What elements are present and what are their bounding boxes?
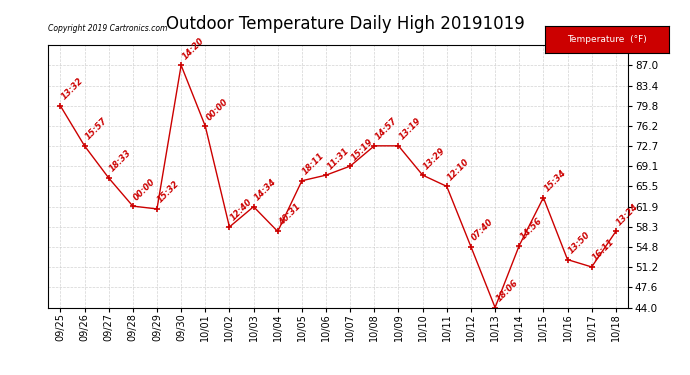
Text: 07:40: 07:40: [470, 217, 495, 243]
Text: 14:34: 14:34: [253, 177, 278, 203]
Text: 00:00: 00:00: [204, 97, 230, 122]
Text: Copyright 2019 Cartronics.com: Copyright 2019 Cartronics.com: [48, 24, 168, 33]
Text: 18:33: 18:33: [108, 148, 133, 174]
Text: 15:57: 15:57: [83, 116, 109, 142]
Text: 14:20: 14:20: [180, 36, 206, 61]
Text: 00:00: 00:00: [132, 177, 157, 202]
Text: 40:31: 40:31: [277, 202, 302, 227]
Text: 12:10: 12:10: [446, 157, 471, 182]
Text: 15:34: 15:34: [542, 168, 568, 194]
Text: 15:19: 15:19: [349, 136, 375, 162]
Text: 13:32: 13:32: [59, 76, 85, 102]
Text: Temperature  (°F): Temperature (°F): [567, 35, 647, 44]
Text: 16:11: 16:11: [591, 237, 616, 263]
Text: 13:19: 13:19: [397, 116, 423, 142]
Text: 18:06: 18:06: [494, 278, 520, 303]
Text: 13:24: 13:24: [615, 202, 640, 227]
Text: 13:50: 13:50: [566, 230, 592, 255]
Text: 12:40: 12:40: [228, 197, 254, 223]
Text: Outdoor Temperature Daily High 20191019: Outdoor Temperature Daily High 20191019: [166, 15, 524, 33]
Text: 18:11: 18:11: [301, 151, 326, 177]
Text: 11:31: 11:31: [325, 146, 351, 171]
Text: 14:57: 14:57: [373, 116, 399, 142]
Text: 14:56: 14:56: [518, 216, 544, 242]
Text: 15:32: 15:32: [156, 179, 181, 205]
Text: 13:29: 13:29: [422, 146, 447, 171]
